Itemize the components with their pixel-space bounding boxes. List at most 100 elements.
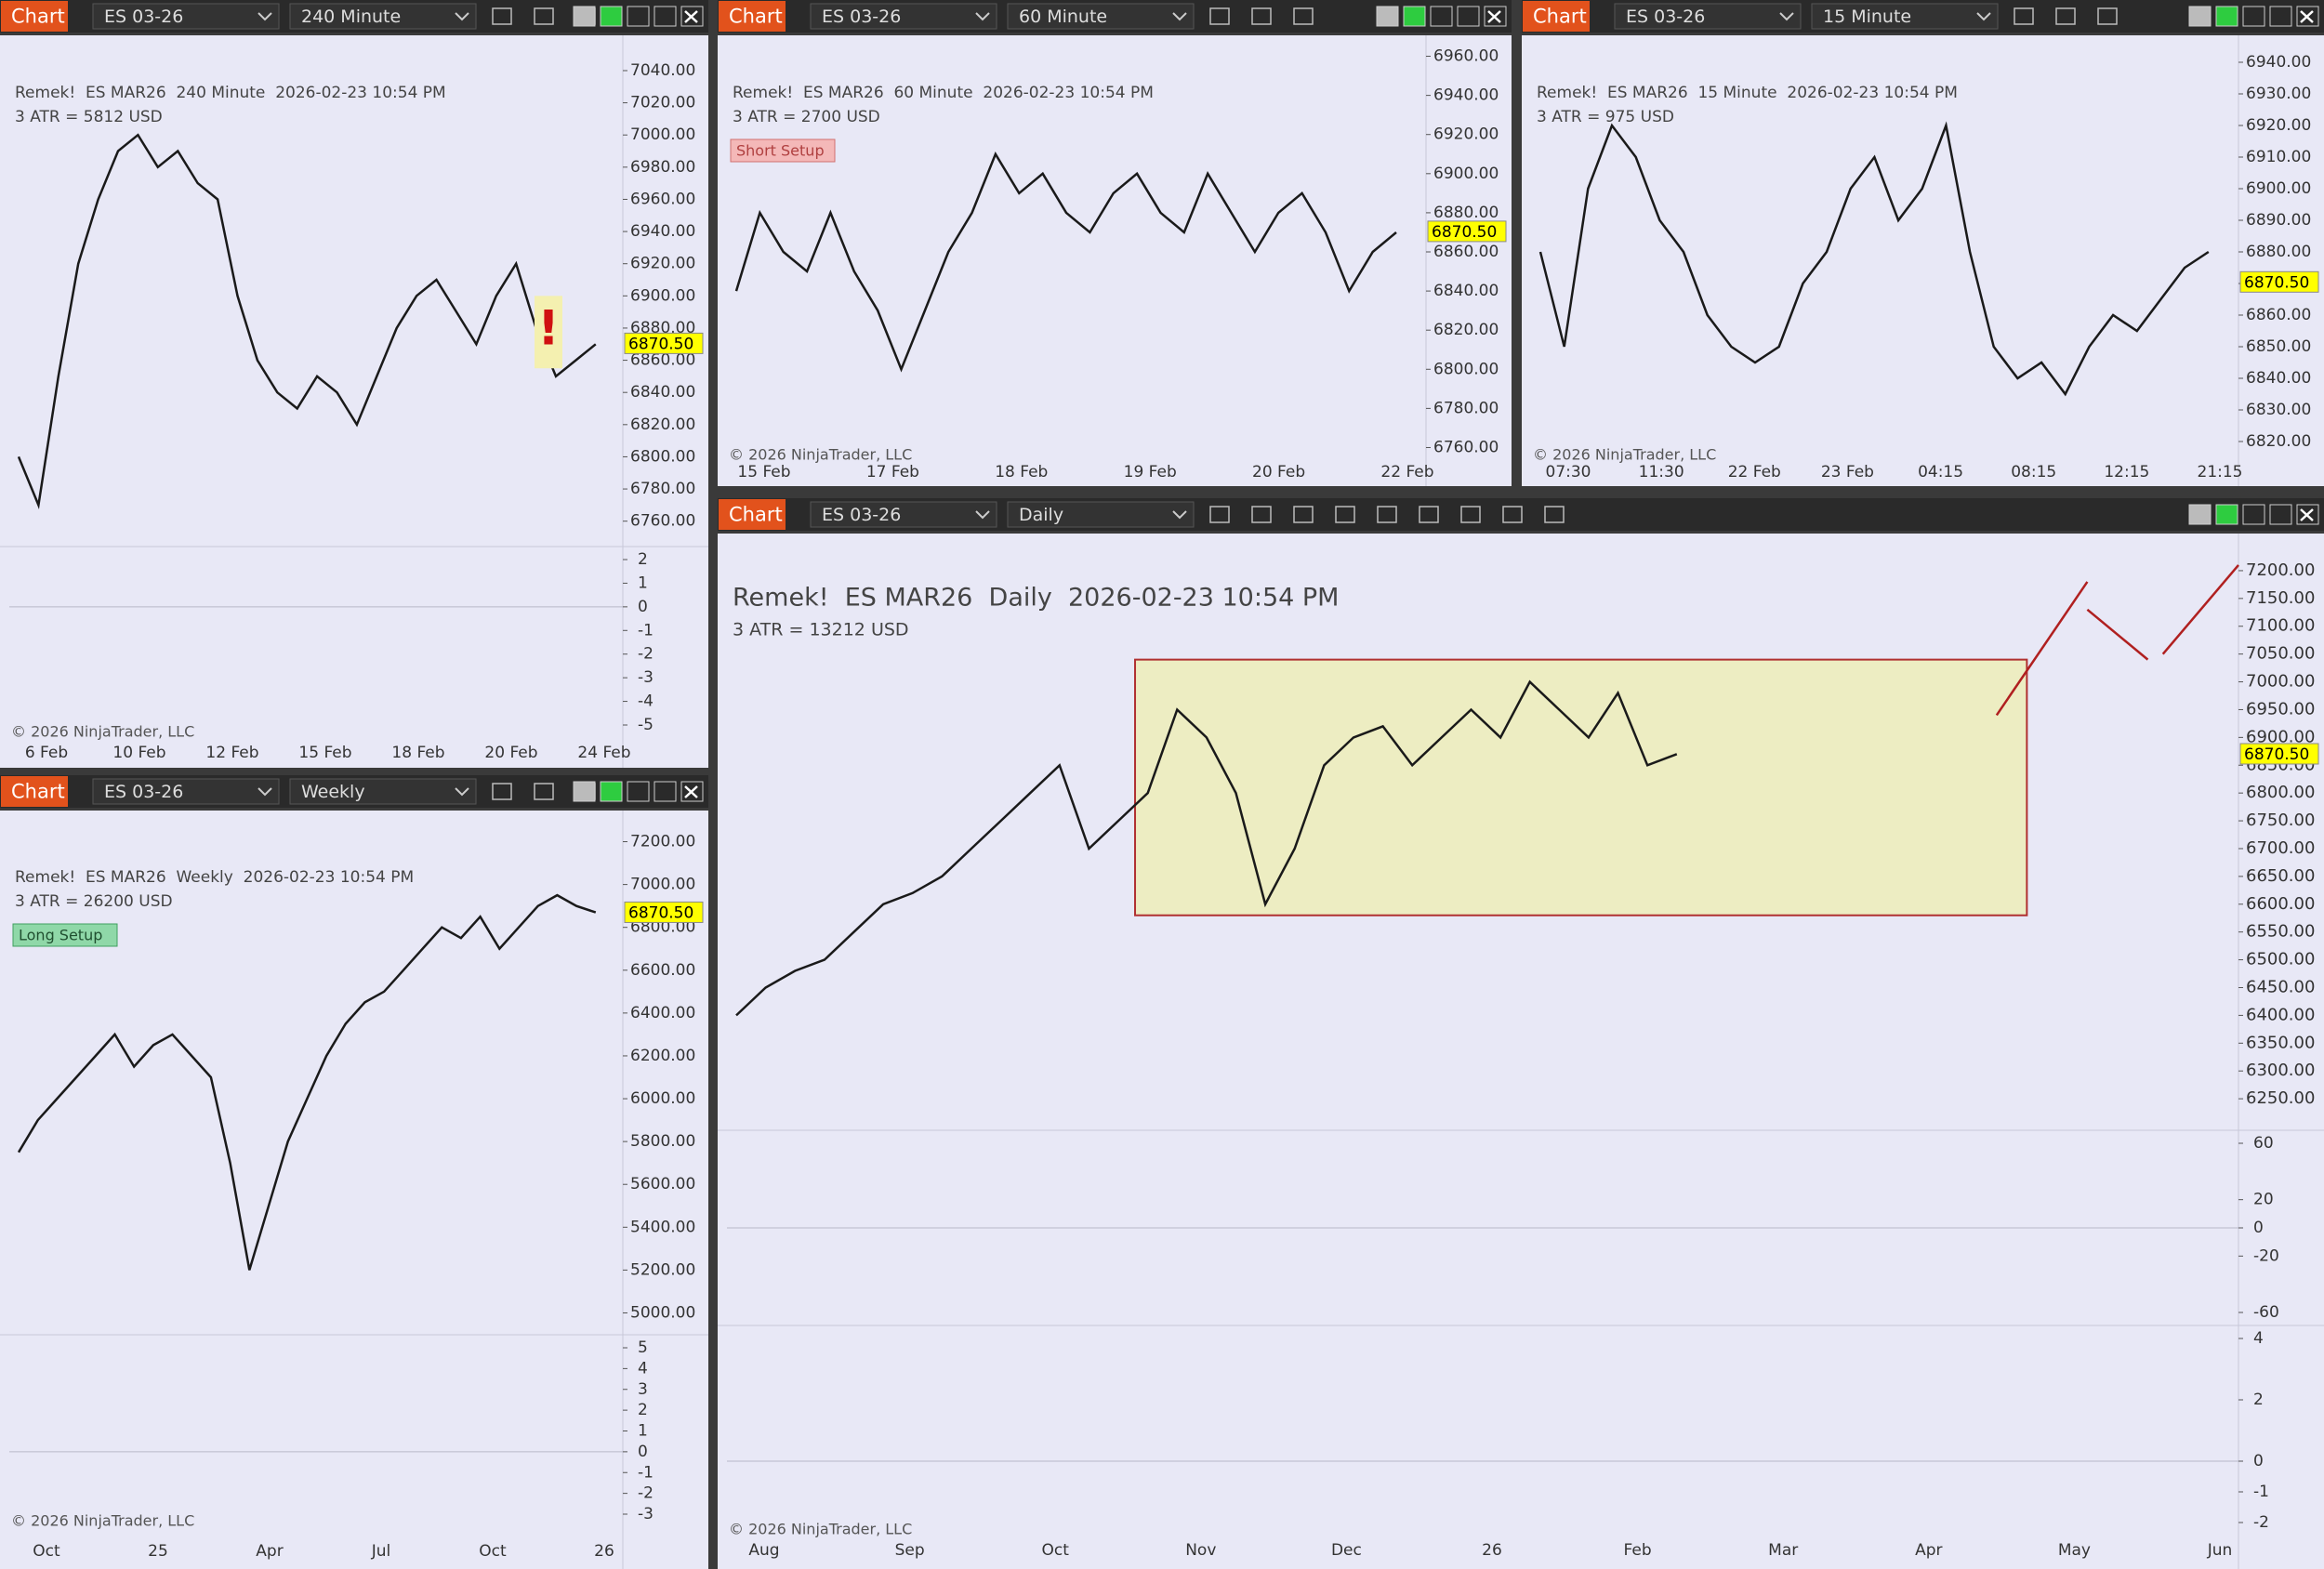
price-tick-label: 6550.00	[2246, 922, 2315, 942]
instrument-label: ES 03-26	[822, 7, 901, 27]
toolbar-button[interactable]	[2097, 7, 2118, 25]
dropdown-arrow	[1172, 510, 1187, 520]
window-button[interactable]	[2269, 6, 2292, 27]
dropdown-arrow	[257, 787, 272, 797]
price-tick-label: 6000.00	[630, 1089, 695, 1108]
toolbar-button[interactable]	[1251, 7, 1272, 25]
chart-tab[interactable]	[719, 1, 786, 32]
interval-label: Daily	[1019, 505, 1063, 525]
window-button[interactable]	[2215, 6, 2238, 27]
chart-tab[interactable]	[1523, 1, 1590, 32]
setup-label: Short Setup	[736, 142, 825, 160]
price-tick-label: 6800.00	[1433, 360, 1499, 378]
toolbar-button[interactable]	[1209, 7, 1230, 25]
indicator-tick-label: 3	[638, 1380, 648, 1399]
toolbar-button[interactable]	[1460, 506, 1481, 523]
toolbar-button[interactable]	[1502, 506, 1523, 523]
window-button[interactable]	[654, 781, 677, 802]
window-button[interactable]	[2269, 504, 2292, 525]
interval-label: 240 Minute	[301, 7, 401, 27]
toolbar-button[interactable]	[534, 7, 554, 25]
toolbar-button[interactable]	[1377, 506, 1397, 523]
toolbar-button[interactable]	[1335, 506, 1355, 523]
interval-dropdown[interactable]	[1007, 3, 1195, 30]
window-button[interactable]	[654, 6, 677, 27]
close-icon	[2300, 10, 2314, 23]
window-button[interactable]	[627, 781, 650, 802]
chart-tab[interactable]	[719, 499, 786, 530]
copyright: © 2026 NinjaTrader, LLC	[729, 1521, 912, 1538]
window-button[interactable]	[2242, 504, 2265, 525]
chart-tab[interactable]	[1, 1, 68, 32]
price-tick-label: 7020.00	[630, 94, 695, 112]
close-icon	[1487, 10, 1501, 23]
price-tick-label: 6900.00	[2246, 179, 2311, 198]
window-button[interactable]	[573, 6, 596, 27]
price-tick-label: 5600.00	[630, 1175, 695, 1193]
instrument-label: ES 03-26	[1626, 7, 1705, 27]
window-button[interactable]	[2215, 504, 2238, 525]
toolbar-button[interactable]	[1293, 7, 1314, 25]
window-button[interactable]	[2188, 504, 2212, 525]
instrument-dropdown[interactable]	[92, 778, 280, 805]
date-label: 19 Feb	[1124, 463, 1177, 481]
price-tick-label: 6350.00	[2246, 1033, 2315, 1052]
price-tick-label: 7050.00	[2246, 644, 2315, 664]
price-tick-label: 6860.00	[2246, 306, 2311, 324]
window-button[interactable]	[1403, 6, 1426, 27]
alert-bg	[535, 296, 562, 369]
toolbar-button[interactable]	[2014, 7, 2034, 25]
window-button[interactable]	[600, 6, 623, 27]
chart-info: Remek! ES MAR26 15 Minute 2026-02-23 10:…	[1537, 84, 1958, 102]
alert-mark: !	[537, 300, 560, 356]
indicator-tick-label: -1	[2253, 1483, 2269, 1501]
indicator-tick-label: 4	[638, 1359, 648, 1378]
date-label: Oct	[479, 1542, 507, 1561]
instrument-dropdown[interactable]	[810, 501, 997, 528]
window-button[interactable]	[1457, 6, 1480, 27]
date-label: 24 Feb	[577, 744, 630, 762]
toolbar-button[interactable]	[1209, 506, 1230, 523]
date-label: 07:30	[1546, 463, 1591, 481]
interval-dropdown[interactable]	[289, 778, 477, 805]
toolbar-button[interactable]	[534, 783, 554, 800]
price-tick-label: 6600.00	[630, 961, 695, 980]
interval-dropdown[interactable]	[1811, 3, 1999, 30]
price-tick-label: 7000.00	[2246, 672, 2315, 692]
toolbar-button[interactable]	[1293, 506, 1314, 523]
window-button[interactable]	[1430, 6, 1453, 27]
instrument-dropdown[interactable]	[810, 3, 997, 30]
interval-label: 15 Minute	[1823, 7, 1911, 27]
price-tick-label: 7000.00	[630, 125, 695, 144]
chart-window: Chart ES 03-26 240 Minute 7040.00 7020.00 700…	[0, 0, 708, 768]
date-label: Sep	[895, 1541, 925, 1560]
price-tick-label: 6920.00	[2246, 116, 2311, 135]
chart-tab-label: Chart	[1533, 6, 1587, 28]
toolbar-button[interactable]	[492, 783, 512, 800]
indicator-tick-label: 5	[638, 1338, 648, 1357]
toolbar-button[interactable]	[1251, 506, 1272, 523]
window-button[interactable]	[627, 6, 650, 27]
window-button[interactable]	[600, 781, 623, 802]
price-tick-label: 6840.00	[2246, 369, 2311, 388]
toolbar-button[interactable]	[1544, 506, 1565, 523]
indicator-tick-label: -20	[2253, 1246, 2279, 1265]
window-button[interactable]	[573, 781, 596, 802]
price-tick-label: 6910.00	[2246, 148, 2311, 166]
price-tick-label: 7100.00	[2246, 616, 2315, 636]
instrument-label: ES 03-26	[104, 782, 183, 802]
instrument-dropdown[interactable]	[1614, 3, 1802, 30]
instrument-dropdown[interactable]	[92, 3, 280, 30]
atr-info: 3 ATR = 5812 USD	[15, 108, 163, 126]
price-tick-label: 6800.00	[630, 447, 695, 466]
chart-tab[interactable]	[1, 776, 68, 807]
toolbar-button[interactable]	[1419, 506, 1439, 523]
interval-dropdown[interactable]	[289, 3, 477, 30]
toolbar-button[interactable]	[492, 7, 512, 25]
toolbar-button[interactable]	[2055, 7, 2076, 25]
interval-dropdown[interactable]	[1007, 501, 1195, 528]
window-button[interactable]	[2188, 6, 2212, 27]
window-button[interactable]	[1376, 6, 1399, 27]
last-price-flag	[624, 332, 704, 354]
window-button[interactable]	[2242, 6, 2265, 27]
